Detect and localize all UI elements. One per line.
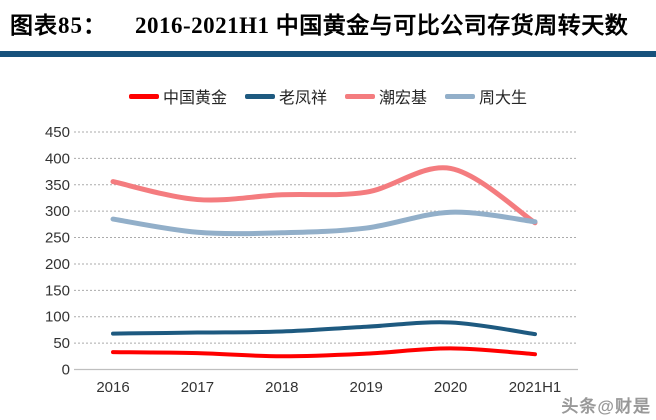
y-tick-label-200: 200 [45, 256, 70, 273]
legend-label: 老凤祥 [278, 90, 327, 107]
series-line-0 [111, 346, 537, 359]
legend-line-swatch [445, 93, 476, 99]
legend-label: 周大生 [479, 90, 528, 107]
legend-label: 中国黄金 [162, 90, 227, 107]
x-tick-label-2019: 2019 [350, 379, 383, 396]
y-tick-label-350: 350 [45, 177, 70, 194]
y-tick-label-150: 150 [45, 282, 70, 299]
figure-label: 图表85： [10, 13, 107, 38]
watermark: 头条@财是 [561, 397, 651, 416]
legend-item-3: 周大生 [445, 84, 527, 108]
legend-line-swatch [345, 93, 375, 99]
legend-line-swatch [244, 93, 275, 99]
figure-title: 2016-2021H1 中国黄金与可比公司存货周转天数 [135, 13, 629, 38]
x-tick-label-2020: 2020 [434, 379, 467, 396]
legend-item-1: 老凤祥 [244, 84, 327, 108]
series-line-2 [110, 165, 538, 226]
y-tick-label-50: 50 [53, 335, 70, 352]
legend-label: 潮宏基 [379, 90, 428, 107]
series-line-1 [111, 320, 537, 337]
y-tick-label-450: 450 [45, 124, 70, 141]
y-tick-label-0: 0 [62, 362, 70, 379]
y-tick-label-400: 400 [45, 150, 70, 167]
legend-item-2: 潮宏基 [345, 84, 427, 108]
x-tick-label-2018: 2018 [265, 379, 298, 396]
x-tick-label-2017: 2017 [181, 379, 214, 396]
y-tick-label-300: 300 [45, 203, 70, 220]
x-tick-label-2016: 2016 [96, 379, 129, 396]
chart-legend: 中国黄金 老凤祥 潮宏基 周大生 [0, 85, 656, 107]
y-tick-label-250: 250 [45, 230, 70, 247]
y-tick-label-100: 100 [45, 309, 70, 326]
x-tick-label-2021H1: 2021H1 [509, 379, 562, 396]
legend-line-swatch [128, 93, 159, 99]
series-line-3 [110, 209, 538, 237]
legend-item-0: 中国黄金 [128, 84, 227, 108]
chart-header: 图表85： 2016-2021H1 中国黄金与可比公司存货周转天数 [10, 6, 650, 40]
header-divider-bar [0, 51, 656, 57]
